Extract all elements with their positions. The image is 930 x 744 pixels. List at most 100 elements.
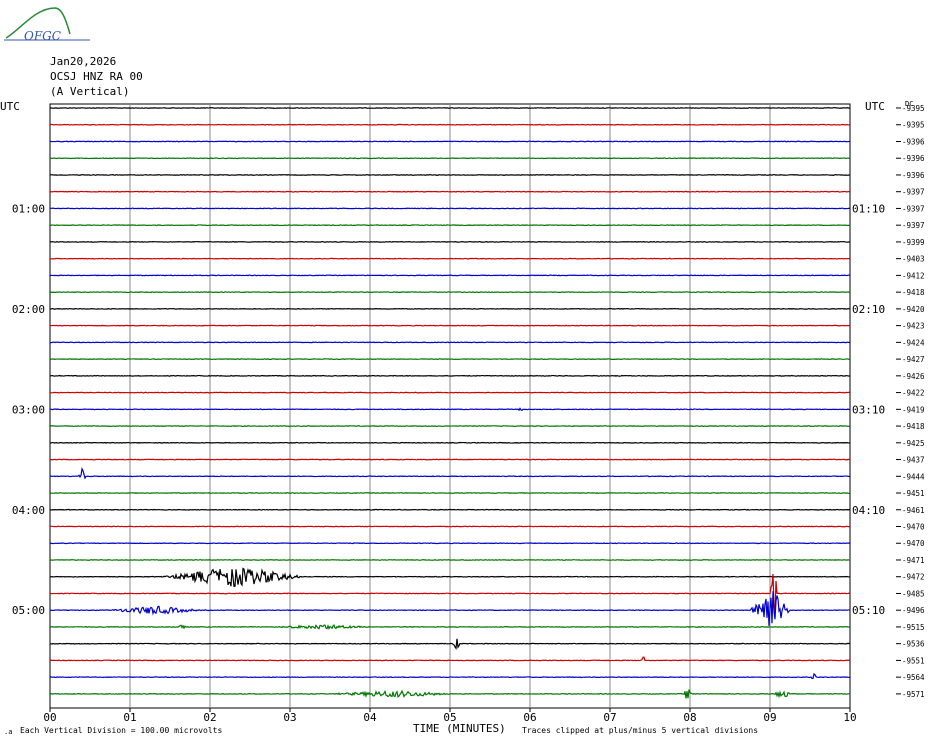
dc-offset-label: -9419 [902,405,925,414]
dc-offset-label: -9418 [902,422,925,431]
trace-11 [49,291,851,294]
header-component: (A Vertical) [50,85,129,98]
trace-18 [49,407,851,412]
dc-offset-label: -9403 [902,255,925,264]
dc-header-label: DC [905,100,913,108]
dc-offset-label: -9426 [902,372,925,381]
trace-5 [49,190,851,193]
x-tick-label: 05 [443,711,456,724]
dc-offset-label: -9397 [902,221,925,230]
dc-offset-label: -9395 [902,121,925,130]
trace-10 [49,274,851,277]
x-tick-label: 09 [763,711,776,724]
trace-13 [49,324,851,327]
scale-note: Each Vertical Division = 100.00 microvol… [20,726,222,735]
trace-12 [49,307,851,310]
trace-32 [49,638,851,650]
dc-offset-labels: -9395 -9395 -9396 -9396 -9396 -9397 -9397 -9397… [896,104,925,699]
footer-marker: .a [4,728,12,736]
dc-offset-label: -9395 [902,104,925,113]
right-time-labels: 01:10 02:10 03:10 04:10 05:10 [852,202,885,617]
dc-offset-label: -9396 [902,154,925,163]
dc-offset-label: -9536 [902,640,925,649]
dc-offset-label: -9412 [902,271,925,280]
logo-text: OFGC [24,29,61,43]
dc-offset-label: -9571 [902,690,925,699]
trace-2 [49,140,851,143]
trace-25 [49,525,851,528]
trace-28 [49,567,851,587]
right-axis-label: UTC [865,100,885,113]
x-axis-title: TIME (MINUTES) [413,722,506,735]
trace-20 [49,441,851,444]
trace-6 [49,207,851,210]
dc-offset-label: -9437 [902,456,925,465]
ofgc-logo: OFGC [4,7,90,43]
trace-34 [49,672,851,680]
trace-0 [49,107,851,109]
trace-3 [50,157,851,160]
trace-30 [49,591,851,626]
right-time-label: 03:10 [852,403,885,416]
trace-15 [49,358,851,361]
trace-19 [49,425,851,428]
dc-offset-label: -9396 [902,137,925,146]
dc-offset-label: -9470 [902,523,925,532]
trace-35 [49,689,850,699]
x-tick-label: 02 [203,711,216,724]
left-axis-label: UTC [0,100,20,113]
dc-offset-label: -9418 [902,288,925,297]
x-tick-label: 01 [123,711,136,724]
trace-8 [49,240,851,243]
trace-23 [49,492,851,494]
dc-offset-label: -9420 [902,305,925,314]
trace-31 [49,624,851,631]
dc-offset-label: -9396 [902,171,925,180]
dc-offset-label: -9424 [902,338,925,347]
dc-offset-label: -9422 [902,389,925,398]
right-time-label: 05:10 [852,604,885,617]
right-time-label: 02:10 [852,303,885,316]
dc-offset-label: -9470 [902,539,925,548]
left-time-label: 02:00 [12,303,45,316]
dc-offset-label: -9427 [902,355,925,364]
x-tick-labels: 00 01 02 03 04 05 06 07 08 09 10 [43,708,857,724]
trace-4 [49,174,851,176]
dc-offset-label: -9551 [902,656,925,665]
x-tick-label: 06 [523,711,536,724]
trace-7 [49,224,851,227]
dc-offset-label: -9423 [902,322,925,331]
trace-26 [49,542,851,545]
trace-21 [49,458,851,461]
dc-offset-label: -9461 [902,506,925,515]
dc-offset-label: -9485 [902,589,925,598]
left-time-labels: 01:00 02:00 03:00 04:00 05:00 [12,202,45,617]
dc-offset-label: -9399 [902,238,925,247]
trace-16 [49,374,851,377]
left-time-label: 03:00 [12,403,45,416]
dc-offset-label: -9471 [902,556,925,565]
x-tick-label: 03 [283,711,296,724]
dc-offset-label: -9444 [902,472,925,481]
trace-24 [49,508,851,511]
x-tick-label: 04 [363,711,377,724]
dc-offset-label: -9564 [902,673,925,682]
x-tick-label: 00 [43,711,56,724]
x-tick-label: 08 [683,711,696,724]
dc-offset-label: -9451 [902,489,925,498]
x-tick-label: 07 [603,711,616,724]
clip-note: Traces clipped at plus/minus 5 vertical … [522,726,758,735]
header-date: Jan20,2026 [50,55,116,68]
dc-offset-label: -9397 [902,188,925,197]
right-time-label: 01:10 [852,202,885,215]
dc-offset-label: -9397 [902,204,925,213]
left-time-label: 04:00 [12,504,45,517]
time-grid [49,103,851,709]
trace-17 [49,391,851,394]
left-time-label: 01:00 [12,202,45,215]
trace-14 [49,341,851,344]
trace-22 [49,467,851,480]
seismic-traces [49,107,851,699]
right-time-label: 04:10 [852,504,885,517]
